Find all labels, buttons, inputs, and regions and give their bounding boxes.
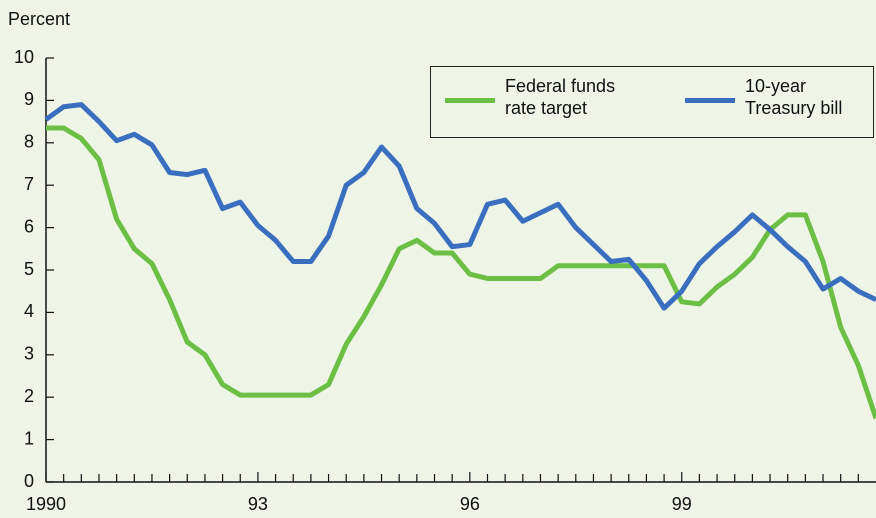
legend-label: 10-year Treasury bill	[745, 76, 843, 118]
x-tick-label: 93	[248, 494, 268, 514]
y-axis-label: Percent	[8, 9, 70, 29]
series-line	[44, 102, 876, 311]
y-tick-label: 7	[24, 174, 34, 194]
legend-label: Federal funds rate target	[505, 76, 616, 118]
y-tick-label: 0	[24, 471, 34, 491]
y-tick-label: 8	[24, 132, 34, 152]
y-tick-label: 4	[24, 301, 34, 321]
legend-swatch	[445, 98, 495, 103]
x-tick-label: 1990	[26, 494, 66, 514]
y-tick-label: 1	[24, 428, 34, 448]
y-tick-label: 9	[24, 89, 34, 109]
legend-swatch	[685, 98, 735, 103]
legend: Federal funds rate target 10-year Treasur…	[430, 66, 874, 138]
series-line	[46, 125, 876, 420]
x-tick-label: 99	[672, 494, 692, 514]
x-tick-label: 96	[460, 494, 480, 514]
y-tick-label: 6	[24, 216, 34, 236]
y-tick-label: 2	[24, 386, 34, 406]
y-tick-label: 3	[24, 344, 34, 364]
y-tick-label: 5	[24, 259, 34, 279]
y-tick-label: 10	[14, 47, 34, 67]
